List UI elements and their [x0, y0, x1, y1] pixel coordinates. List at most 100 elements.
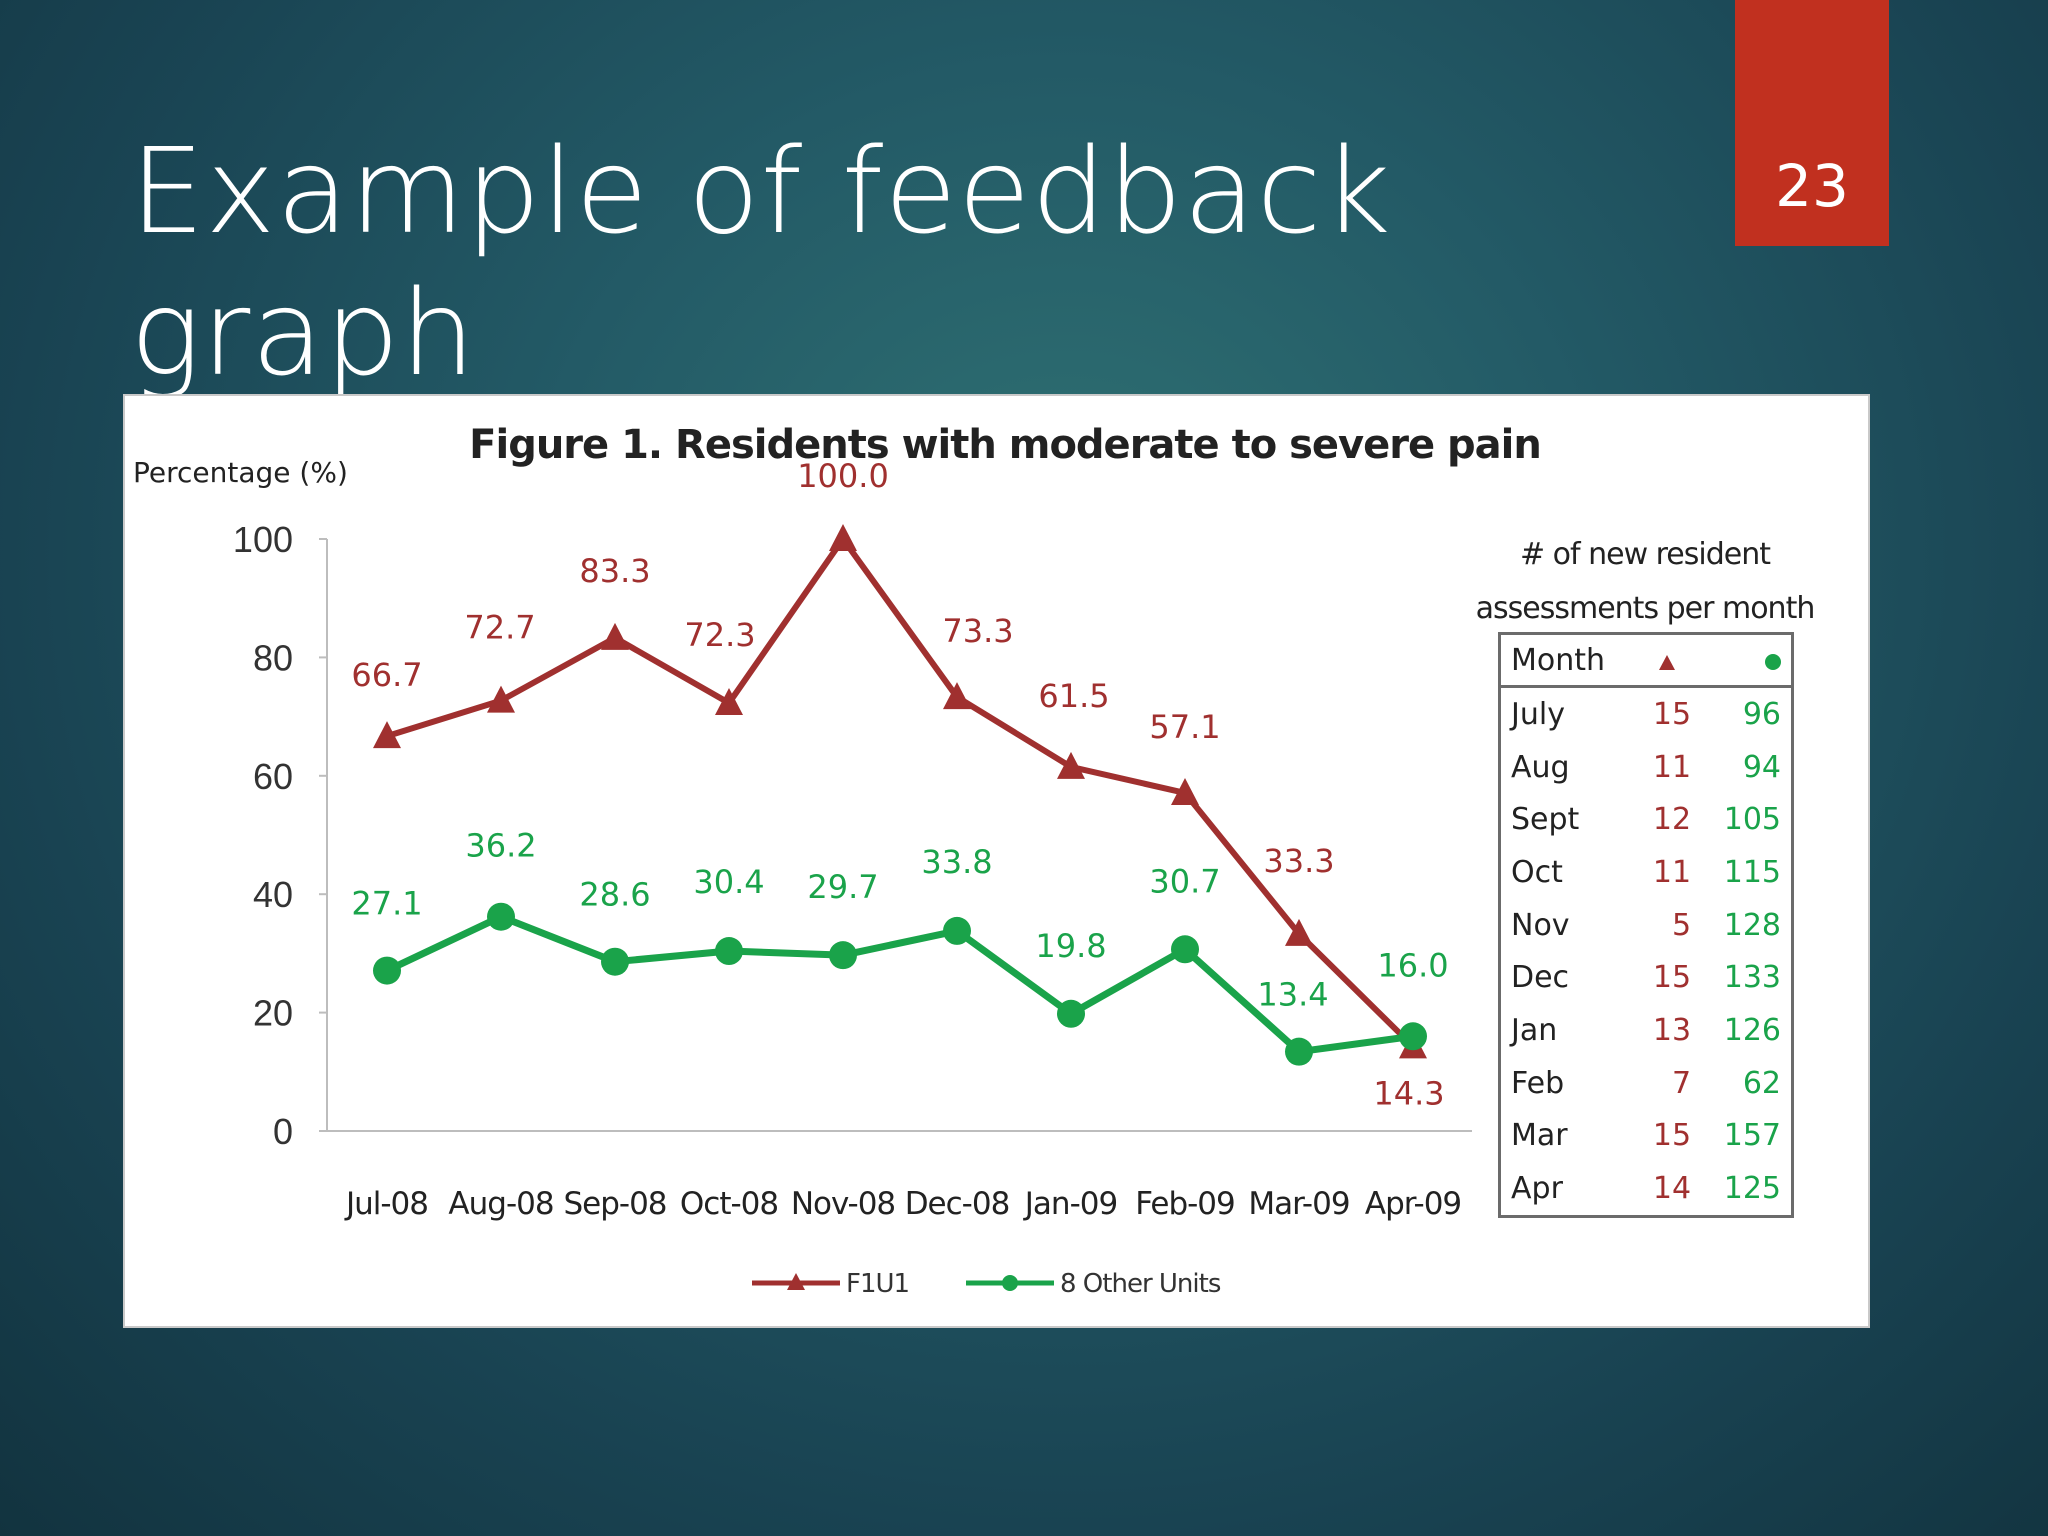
data-point-other-units: [1399, 1022, 1427, 1051]
table-cell-other-units: 157: [1723, 1118, 1781, 1154]
table-row: Aug 11 94: [1500, 741, 1793, 794]
table-cell-month: Dec: [1511, 960, 1570, 996]
table-cell-other-units: 126: [1723, 1012, 1781, 1048]
y-tick-label: 60: [253, 756, 293, 797]
table-cell-other-units: 133: [1723, 960, 1781, 996]
table-cell-f1u1: 7: [1671, 1065, 1692, 1101]
data-label: 27.1: [351, 885, 422, 923]
data-point-other-units: [829, 941, 857, 970]
data-label: 33.3: [1263, 842, 1334, 880]
data-label: 72.3: [684, 616, 755, 654]
data-label: 73.3: [942, 612, 1013, 650]
table-row: Sept 12 105: [1500, 793, 1793, 846]
table-cell-other-units: 105: [1723, 802, 1781, 838]
data-point-other-units: [487, 902, 515, 931]
table-cell-f1u1: 15: [1652, 696, 1692, 732]
x-tick-label: Jul-08: [344, 1186, 428, 1222]
legend-label: F1U1: [846, 1269, 909, 1299]
table-cell-other-units: 115: [1723, 854, 1781, 890]
data-point-f1u1: [1171, 777, 1199, 805]
y-axis-label: Percentage (%): [133, 456, 348, 489]
slide-title: Example of feedback graph: [130, 122, 1392, 402]
table-cell-f1u1: 15: [1652, 1118, 1692, 1154]
table-cell-month: Feb: [1511, 1065, 1565, 1101]
table-cell-month: July: [1511, 696, 1565, 732]
table-header-other-units: [1701, 633, 1793, 688]
table-caption: # of new resident assessments per month: [1475, 537, 1816, 626]
data-label: 16.0: [1377, 946, 1448, 984]
table-cell-month: Sept: [1511, 802, 1580, 838]
data-point-other-units: [1057, 999, 1085, 1028]
table-cell-f1u1: 5: [1671, 907, 1692, 943]
table-row: Apr 14 125: [1500, 1162, 1793, 1216]
table-row: Dec 15 133: [1500, 951, 1793, 1004]
data-label: 57.1: [1149, 708, 1220, 746]
data-point-f1u1: [373, 721, 401, 749]
x-tick-label: Mar-09: [1248, 1186, 1349, 1222]
table-row: Oct 11 115: [1500, 846, 1793, 899]
data-label: 66.7: [351, 656, 422, 694]
data-point-other-units: [373, 956, 401, 985]
data-point-other-units: [715, 937, 743, 966]
x-tick-label: Jan-09: [1023, 1186, 1117, 1222]
page-number: 23: [1775, 152, 1849, 220]
data-label: 13.4: [1257, 976, 1328, 1014]
data-label: 36.2: [465, 827, 536, 865]
data-label: 30.7: [1149, 862, 1220, 900]
table-header-f1u1: [1633, 633, 1702, 688]
data-point-f1u1: [1057, 751, 1085, 779]
data-label: 28.6: [579, 876, 650, 914]
triangle-marker-icon: [1659, 654, 1676, 670]
data-point-f1u1: [715, 687, 743, 715]
series-line-f1u1: [386, 536, 1416, 1049]
series-line-other-units: [385, 913, 1414, 1056]
table-row: Mar 15 157: [1500, 1109, 1793, 1162]
table-row: Jan 13 126: [1500, 1004, 1793, 1057]
legend-label: 8 Other Units: [1060, 1269, 1221, 1299]
x-tick-label: Nov-08: [791, 1186, 895, 1222]
y-tick-label: 0: [273, 1111, 293, 1152]
data-point-f1u1: [487, 685, 515, 713]
table-row: July 15 96: [1500, 687, 1793, 741]
x-tick-label: Aug-08: [448, 1186, 553, 1222]
table-cell-month: Mar: [1511, 1118, 1568, 1154]
y-tick-label: 20: [253, 993, 293, 1034]
table-cell-month: Apr: [1511, 1171, 1563, 1207]
table-cell-other-units: 94: [1742, 749, 1781, 785]
data-point-f1u1: [1285, 918, 1313, 946]
table-row: Nov 5 128: [1500, 899, 1793, 952]
data-label: 30.4: [693, 863, 764, 901]
data-point-f1u1: [829, 524, 857, 551]
data-label: 72.7: [464, 609, 535, 647]
y-tick-label: 40: [253, 874, 293, 915]
table-header-month: Month: [1499, 633, 1634, 688]
data-label: 29.7: [807, 868, 878, 906]
data-point-f1u1: [943, 682, 971, 710]
x-tick-label: Feb-09: [1135, 1186, 1235, 1222]
table-cell-month: Oct: [1511, 854, 1563, 890]
table-cell-month: Nov: [1511, 907, 1570, 943]
x-tick-label: Oct-08: [680, 1186, 778, 1222]
line-chart: Figure 1. Residents with moderate to sev…: [133, 422, 1542, 1299]
data-point-other-units: [601, 947, 629, 976]
chart-card: Figure 1. Residents with moderate to sev…: [123, 394, 1870, 1328]
legend-marker: [1002, 1275, 1018, 1291]
data-point-f1u1: [601, 622, 629, 650]
data-label: 19.8: [1035, 927, 1106, 965]
table-cell-month: Jan: [1511, 1012, 1558, 1048]
x-tick-label: Sep-08: [563, 1186, 666, 1222]
legend-marker: [787, 1273, 805, 1290]
data-label: 83.3: [579, 552, 650, 590]
assessments-table: Month July 15 96 Aug 11 94 Sept 12 105 Oct 11 115 No…: [1498, 632, 1794, 1218]
table-cell-month: Aug: [1511, 749, 1570, 785]
table-row: Feb 7 62: [1500, 1057, 1793, 1110]
x-tick-label: Dec-08: [905, 1186, 1010, 1222]
table-cell-f1u1: 15: [1652, 960, 1692, 996]
table-cell-f1u1: 13: [1652, 1012, 1692, 1048]
table-cell-other-units: 62: [1742, 1065, 1781, 1101]
table-cell-other-units: 96: [1742, 696, 1781, 732]
data-label: 100.0: [797, 457, 889, 495]
data-point-other-units: [1285, 1037, 1313, 1066]
data-label: 14.3: [1373, 1074, 1444, 1112]
table-cell-other-units: 128: [1723, 907, 1781, 943]
